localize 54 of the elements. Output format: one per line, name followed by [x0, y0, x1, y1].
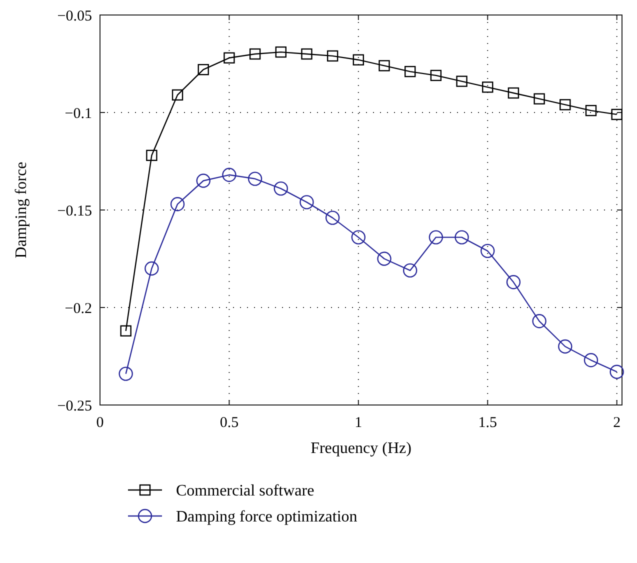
- point: [351, 230, 366, 244]
- x-axis-title: Frequency (Hz): [310, 440, 412, 457]
- point: [480, 244, 495, 258]
- point: [378, 60, 390, 72]
- point: [534, 93, 545, 104]
- x-tick-label: 1: [354, 415, 362, 431]
- point: [120, 325, 132, 336]
- point: [274, 181, 288, 196]
- y-axis-title: Damping force: [13, 162, 30, 258]
- point: [506, 275, 521, 290]
- point: [170, 197, 185, 212]
- point: [301, 48, 312, 60]
- point: [222, 168, 236, 182]
- point: [585, 104, 597, 116]
- point: [428, 230, 444, 244]
- legend-label: Damping force optimization: [176, 508, 358, 526]
- point: [144, 261, 159, 276]
- point: [326, 50, 338, 62]
- x-tick-label: 0.5: [220, 415, 239, 431]
- point: [454, 230, 469, 244]
- point: [249, 48, 261, 60]
- y-tick-label: −0.25: [57, 398, 92, 414]
- legend-label: Commercial software: [176, 482, 314, 500]
- x-tick-label: 2: [613, 415, 621, 431]
- point: [610, 364, 624, 379]
- point: [325, 210, 340, 225]
- point: [508, 87, 520, 99]
- y-tick-label: −0.05: [57, 8, 92, 24]
- point: [352, 54, 364, 66]
- point: [456, 76, 468, 87]
- x-tick-label: 1.5: [478, 415, 497, 431]
- point: [611, 108, 622, 120]
- point: [300, 195, 314, 210]
- point: [198, 64, 209, 76]
- point: [560, 99, 571, 110]
- point: [248, 172, 262, 186]
- point: [118, 366, 133, 381]
- point: [403, 263, 418, 278]
- y-tick-label: −0.1: [64, 106, 92, 122]
- y-tick-label: −0.2: [64, 300, 92, 317]
- point: [430, 70, 442, 82]
- point: [146, 150, 158, 161]
- point: [275, 46, 286, 58]
- point: [172, 89, 184, 101]
- point: [377, 252, 392, 266]
- point: [224, 52, 235, 64]
- y-tick-label: −0.15: [57, 203, 92, 220]
- point: [558, 339, 572, 354]
- point: [404, 66, 416, 78]
- point: [482, 82, 494, 93]
- point: [196, 174, 210, 188]
- x-tick-label: 0: [96, 415, 104, 431]
- point: [584, 353, 598, 368]
- point: [532, 314, 546, 328]
